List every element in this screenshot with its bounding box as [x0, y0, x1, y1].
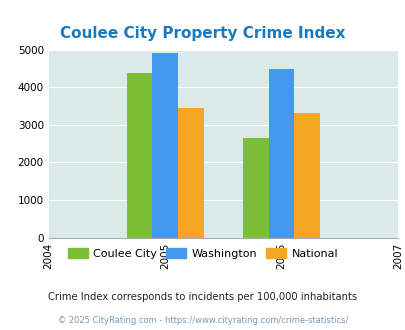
Bar: [294, 113, 319, 238]
Text: Coulee City Property Crime Index: Coulee City Property Crime Index: [60, 26, 345, 41]
Bar: [126, 73, 152, 238]
Legend: Coulee City, Washington, National: Coulee City, Washington, National: [63, 244, 342, 263]
Text: Crime Index corresponds to incidents per 100,000 inhabitants: Crime Index corresponds to incidents per…: [48, 292, 357, 302]
Text: © 2025 CityRating.com - https://www.cityrating.com/crime-statistics/: © 2025 CityRating.com - https://www.city…: [58, 315, 347, 325]
Bar: [177, 108, 203, 238]
Bar: [268, 69, 294, 238]
Bar: [243, 138, 268, 238]
Bar: [152, 53, 177, 238]
